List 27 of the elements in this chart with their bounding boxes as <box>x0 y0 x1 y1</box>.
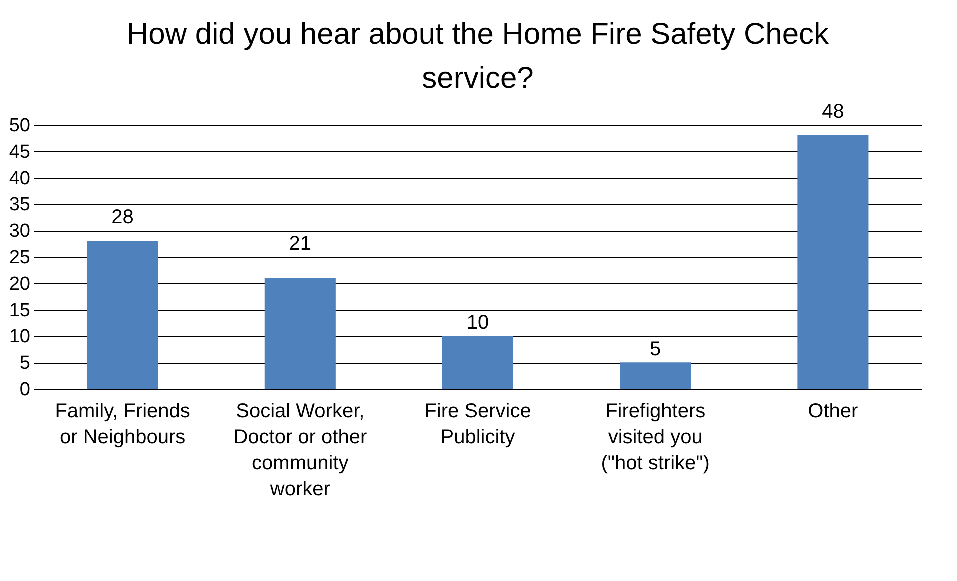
y-tick-label: 0 <box>20 380 30 400</box>
y-tick-label: 25 <box>9 248 30 268</box>
y-tick-label: 40 <box>9 168 30 190</box>
bar <box>264 278 336 389</box>
bar <box>442 336 514 389</box>
x-tick-label: Other <box>808 400 859 422</box>
data-label: 21 <box>289 233 312 255</box>
y-tick-label: 30 <box>9 221 30 242</box>
data-label: 10 <box>466 312 490 334</box>
x-tick-label: Social Worker, Doctor or other community worker <box>234 400 368 500</box>
bar <box>798 136 869 389</box>
y-tick-label: 10 <box>9 326 30 348</box>
y-tick-label: 50 <box>9 116 30 136</box>
bar <box>87 241 158 389</box>
y-tick-label: 20 <box>9 274 30 295</box>
y-tick-label: 15 <box>9 300 30 322</box>
x-tick-label: Fire Service Publicity <box>424 400 532 448</box>
y-tick-label: 45 <box>9 142 30 163</box>
x-tick-label: Family, Friends or Neighbours <box>55 400 190 448</box>
y-tick-label: 35 <box>9 194 30 216</box>
bar <box>620 362 692 389</box>
data-label: 5 <box>650 338 662 361</box>
chart-title: How did you hear about the Home Fire Safety Check service? <box>126 18 830 95</box>
data-label: 28 <box>112 206 134 229</box>
x-tick-label: Firefighters visited you ("hot strike") <box>601 400 710 474</box>
y-tick-label: 5 <box>20 353 30 374</box>
data-label: 48 <box>822 101 844 123</box>
